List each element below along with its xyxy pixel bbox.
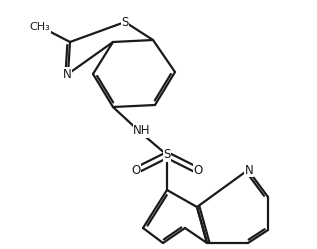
- Text: N: N: [63, 67, 71, 80]
- Text: N: N: [245, 164, 253, 177]
- Text: CH₃: CH₃: [29, 22, 50, 32]
- Text: NH: NH: [133, 124, 151, 137]
- Text: O: O: [131, 164, 141, 177]
- Text: S: S: [163, 148, 171, 162]
- Text: O: O: [193, 164, 203, 177]
- Text: S: S: [121, 15, 129, 28]
